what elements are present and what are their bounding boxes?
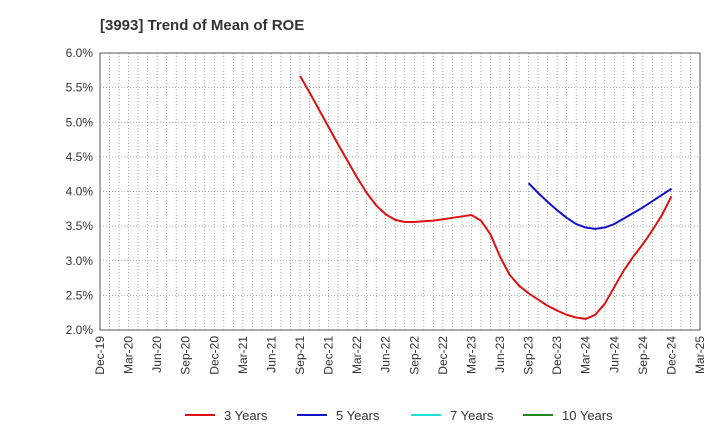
chart-title: [3993] Trend of Mean of ROE <box>100 17 304 34</box>
x-axis-tick-labels: Dec-19 Mar-20 Jun-20 Sep-20 Dec-20 Mar-21 Jun-… <box>93 336 707 375</box>
grid-lines <box>100 53 700 330</box>
x-tick-label: Jun-21 <box>264 336 278 373</box>
series-line-5-years <box>527 182 672 230</box>
x-tick-label: Sep-23 <box>522 336 536 375</box>
x-tick-label: Dec-21 <box>322 336 336 375</box>
y-tick-label: 2.0% <box>66 323 94 337</box>
x-tick-label: Jun-23 <box>493 336 507 373</box>
legend-label-3-years: 3 Years <box>224 408 268 423</box>
legend-label-5-years: 5 Years <box>336 408 380 423</box>
legend-label-7-years: 7 Years <box>450 408 494 423</box>
y-tick-label: 3.5% <box>66 219 94 233</box>
x-tick-label: Dec-24 <box>664 336 678 375</box>
series-line-3-years <box>299 75 673 320</box>
x-tick-label: Mar-23 <box>464 336 478 374</box>
x-tick-label: Mar-22 <box>350 336 364 374</box>
x-tick-label: Sep-24 <box>636 336 650 375</box>
x-tick-label: Mar-25 <box>693 336 707 374</box>
y-tick-label: 3.0% <box>66 254 94 268</box>
x-tick-label: Dec-22 <box>436 336 450 375</box>
y-tick-label: 6.0% <box>66 46 94 60</box>
y-axis-tick-labels: 2.0% 2.5% 3.0% 3.5% 4.0% 4.5% 5.0% 5.5% 6.0% <box>66 46 94 337</box>
legend-label-10-years: 10 Years <box>562 408 613 423</box>
plot-frame <box>99 52 701 331</box>
x-tick-label: Dec-20 <box>207 336 221 375</box>
y-tick-label: 2.5% <box>66 288 94 302</box>
x-tick-label: Sep-20 <box>179 336 193 375</box>
x-tick-label: Jun-24 <box>607 336 621 373</box>
y-tick-label: 4.5% <box>66 150 94 164</box>
x-tick-label: Mar-24 <box>579 336 593 374</box>
x-tick-label: Mar-20 <box>122 336 136 374</box>
x-tick-label: Mar-21 <box>236 336 250 374</box>
x-tick-label: Sep-22 <box>407 336 421 375</box>
legend: 3 Years 5 Years 7 Years 10 Years <box>185 408 613 423</box>
y-tick-label: 5.5% <box>66 81 94 95</box>
x-tick-label: Dec-19 <box>93 336 107 375</box>
y-tick-label: 5.0% <box>66 115 94 129</box>
plot-area-border <box>99 52 701 331</box>
x-tick-label: Dec-23 <box>550 336 564 375</box>
series-lines <box>299 75 673 320</box>
x-tick-label: Jun-22 <box>379 336 393 373</box>
x-tick-label: Jun-20 <box>150 336 164 373</box>
x-tick-label: Sep-21 <box>293 336 307 375</box>
y-tick-label: 4.0% <box>66 185 94 199</box>
